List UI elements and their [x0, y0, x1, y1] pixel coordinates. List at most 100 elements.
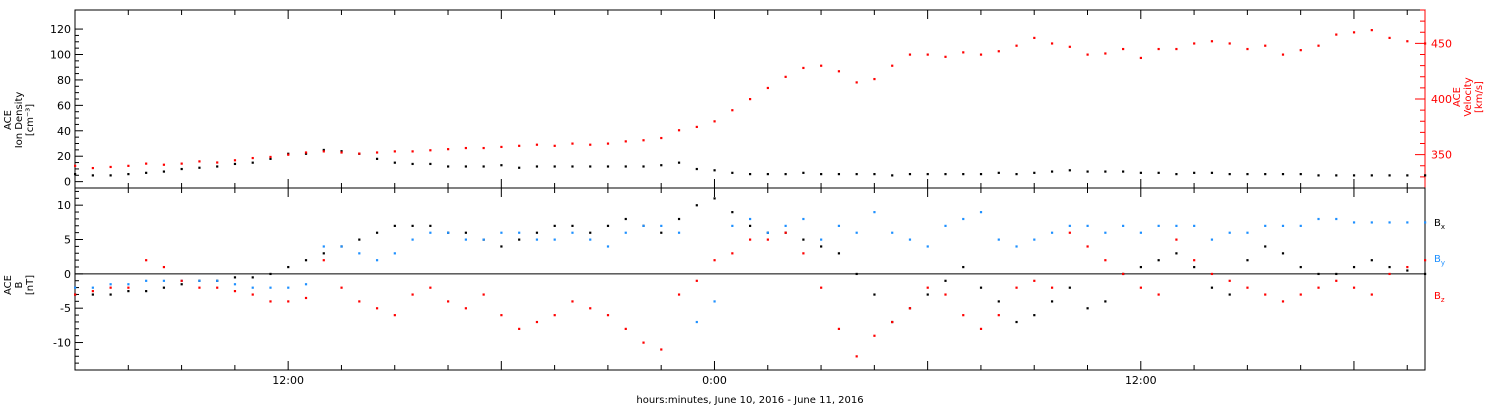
bx-point — [322, 252, 325, 255]
bz-point — [1264, 293, 1267, 296]
top-left-tick-label: 40 — [57, 125, 71, 138]
bz-point — [109, 286, 112, 289]
bz-point — [766, 238, 769, 241]
top-left-tick-label: 80 — [57, 74, 71, 87]
bottom-left-tick-label: 10 — [57, 199, 71, 212]
velocity-point — [962, 51, 965, 54]
velocity-point — [1122, 47, 1125, 51]
bz-point — [926, 286, 929, 289]
density-point — [500, 164, 503, 167]
bz-point — [1246, 286, 1249, 289]
bz-point — [1157, 293, 1160, 296]
by-point — [731, 224, 734, 227]
by-point — [784, 224, 787, 227]
density-point — [1370, 174, 1373, 177]
velocity-point — [891, 64, 894, 67]
density-point — [393, 161, 396, 164]
bz-point — [411, 293, 414, 296]
velocity-point — [944, 55, 947, 58]
bx-point — [1050, 300, 1054, 303]
bz-point — [74, 293, 77, 296]
density-point — [464, 165, 467, 168]
velocity-point — [908, 53, 912, 56]
bx-point — [1317, 272, 1320, 276]
bz-point — [358, 300, 361, 303]
bx-point — [660, 231, 663, 234]
by-point — [127, 283, 130, 286]
by-point — [1281, 224, 1285, 227]
density-point — [731, 171, 734, 174]
density-point — [873, 173, 876, 176]
by-point — [873, 211, 876, 214]
velocity-point — [926, 53, 929, 56]
velocity-point — [1228, 42, 1231, 45]
velocity-point — [287, 153, 290, 156]
bx-point — [1370, 259, 1373, 262]
velocity-point — [518, 144, 521, 147]
bz-point — [180, 279, 183, 282]
density-point — [784, 173, 787, 176]
velocity-point — [1086, 53, 1089, 56]
velocity-point — [660, 136, 663, 140]
bz-point — [1033, 279, 1036, 282]
bz-point — [1281, 300, 1285, 303]
density-point — [482, 165, 485, 168]
density-point — [1388, 174, 1391, 177]
by-point — [429, 231, 432, 234]
by-point — [820, 238, 823, 241]
velocity-point — [1033, 36, 1036, 40]
legend-bz: Bz — [1434, 291, 1445, 304]
density-point — [1139, 171, 1142, 174]
density-point — [411, 162, 414, 166]
density-point — [571, 165, 574, 168]
bx-point — [944, 279, 947, 282]
bz-point — [837, 327, 841, 330]
top-left-tick-label: 20 — [57, 150, 71, 163]
density-point — [322, 148, 325, 152]
bx-point — [873, 293, 876, 296]
density-point — [979, 173, 983, 176]
bottom-ylabel-line3: [nT] — [25, 275, 36, 295]
by-point — [322, 245, 325, 248]
density-point — [1210, 171, 1214, 174]
bz-point — [802, 252, 805, 255]
bx-point — [127, 290, 130, 293]
velocity-point — [198, 160, 201, 163]
by-point — [713, 300, 716, 303]
velocity-point — [749, 98, 752, 101]
bx-point — [535, 231, 539, 234]
legend-bx: Bx — [1434, 218, 1445, 231]
bz-point — [997, 314, 1000, 317]
by-point — [642, 224, 645, 227]
bottom-left-tick-label: 0 — [64, 268, 71, 281]
velocity-point — [731, 109, 734, 112]
bz-point — [518, 327, 521, 330]
velocity-point — [1210, 40, 1214, 43]
velocity-point — [429, 149, 432, 152]
by-point — [1228, 231, 1231, 234]
legend-bx-sub: x — [1441, 223, 1445, 231]
density-point — [962, 173, 965, 176]
top-right-tick-label: 350 — [1431, 149, 1452, 162]
legend-bz-sub: z — [1441, 296, 1445, 304]
velocity-point — [1175, 47, 1178, 51]
bz-point — [1175, 238, 1178, 241]
bz-point — [642, 341, 645, 344]
velocity-point — [624, 140, 627, 143]
density-point — [74, 173, 77, 176]
velocity-point — [535, 143, 539, 146]
bz-point — [1122, 272, 1125, 276]
density-point — [1424, 174, 1427, 177]
bx-point — [500, 245, 503, 248]
density-point — [251, 161, 254, 164]
density-point — [91, 174, 94, 177]
density-point — [749, 173, 752, 176]
velocity-point — [1157, 47, 1160, 51]
by-point — [802, 217, 805, 221]
density-point — [1228, 173, 1231, 176]
by-point — [1370, 221, 1373, 224]
by-point — [855, 231, 858, 234]
time-axis-ticks: 12:00 0:00 12:00 — [74, 10, 1408, 387]
bz-point — [1370, 293, 1373, 296]
bz-point — [1050, 286, 1054, 289]
